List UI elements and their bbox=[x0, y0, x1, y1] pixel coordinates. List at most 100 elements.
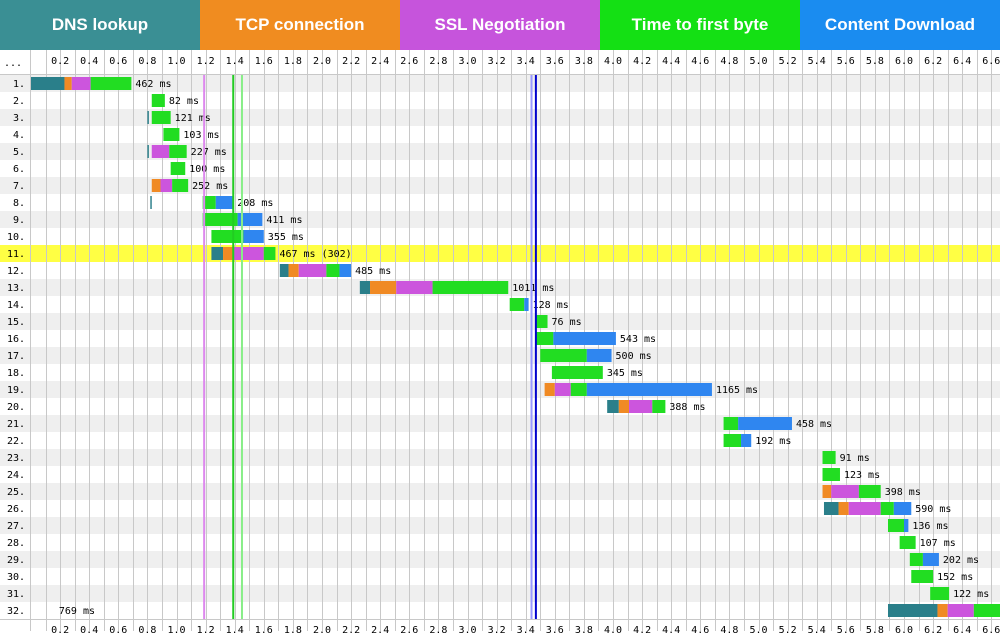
x-tick-label-top: 3.0 bbox=[458, 56, 476, 67]
row-label: 11. bbox=[7, 249, 25, 260]
x-tick-label-top: 5.8 bbox=[866, 56, 884, 67]
x-tick-label-bottom: 0.8 bbox=[138, 625, 156, 636]
bar-segment-dns bbox=[607, 400, 619, 413]
row-label: 13. bbox=[7, 283, 25, 294]
bar-segment-download bbox=[586, 349, 612, 362]
x-tick-label-bottom: 1.0 bbox=[167, 625, 185, 636]
waterfall-chart: 0.20.20.40.40.60.60.80.81.01.01.21.21.41… bbox=[0, 50, 1000, 636]
bar-segment-ttfb bbox=[432, 281, 509, 294]
x-tick-label-bottom: 6.0 bbox=[895, 625, 913, 636]
row-background bbox=[0, 177, 1000, 194]
bar-segment-ttfb bbox=[90, 77, 132, 90]
bar-segment-tcp bbox=[822, 485, 832, 498]
bar-segment-tcp bbox=[838, 502, 849, 515]
bar-segment-ttfb bbox=[723, 434, 742, 447]
row-background bbox=[0, 211, 1000, 228]
duration-label: 192 ms bbox=[755, 436, 791, 447]
duration-label: 543 ms bbox=[620, 334, 656, 345]
bar-segment-ttfb bbox=[535, 332, 554, 345]
row-label: 22. bbox=[7, 436, 25, 447]
row-background bbox=[0, 126, 1000, 143]
bar-segment-ttfb bbox=[899, 536, 916, 549]
bar-segment-ttfb bbox=[973, 604, 1000, 617]
duration-label: 769 ms bbox=[59, 606, 95, 617]
bar-segment-download bbox=[904, 519, 909, 532]
bar-segment-ttfb bbox=[151, 94, 165, 107]
duration-label: 252 ms bbox=[192, 181, 228, 192]
bar-segment-dns bbox=[147, 145, 149, 158]
row-background bbox=[0, 194, 1000, 211]
x-tick-label-bottom: 2.2 bbox=[342, 625, 360, 636]
x-tick-label-bottom: 0.6 bbox=[109, 625, 127, 636]
x-tick-label-top: 1.0 bbox=[167, 56, 185, 67]
duration-label: 123 ms bbox=[844, 470, 880, 481]
bar-segment-ssl bbox=[848, 502, 881, 515]
row-background bbox=[0, 364, 1000, 381]
bar-segment-ttfb bbox=[151, 111, 171, 124]
bar-segment-download bbox=[741, 434, 752, 447]
bar-segment-download bbox=[243, 230, 264, 243]
row-label: 25. bbox=[7, 487, 25, 498]
duration-label: 121 ms bbox=[175, 113, 211, 124]
bar-segment-dns bbox=[887, 604, 938, 617]
bar-segment-ssl bbox=[831, 485, 859, 498]
x-tick-label-top: 2.8 bbox=[429, 56, 447, 67]
x-tick-label-bottom: 6.4 bbox=[953, 625, 971, 636]
x-tick-label-bottom: 5.2 bbox=[779, 625, 797, 636]
bar-segment-download bbox=[553, 332, 616, 345]
duration-label: 1011 ms bbox=[512, 283, 554, 294]
row-label: 30. bbox=[7, 572, 25, 583]
x-tick-label-top: 2.2 bbox=[342, 56, 360, 67]
row-background bbox=[0, 432, 1000, 449]
bar-segment-ttfb bbox=[202, 196, 216, 209]
row-background bbox=[0, 551, 1000, 568]
duration-label: 100 ms bbox=[189, 164, 225, 175]
row-label: 19. bbox=[7, 385, 25, 396]
bar-segment-dns bbox=[211, 247, 224, 260]
x-tick-label-top: 6.4 bbox=[953, 56, 971, 67]
x-tick-label-bottom: 3.4 bbox=[517, 625, 535, 636]
legend-dns: DNS lookup bbox=[0, 0, 200, 50]
x-tick-label-top: 0.4 bbox=[80, 56, 98, 67]
bar-segment-dns bbox=[147, 111, 149, 124]
x-tick-label-bottom: 3.6 bbox=[546, 625, 564, 636]
x-tick-label-bottom: 4.8 bbox=[720, 625, 738, 636]
x-tick-label-bottom: 5.8 bbox=[866, 625, 884, 636]
row-label: 15. bbox=[7, 317, 25, 328]
row-label: 8. bbox=[13, 198, 25, 209]
row-label: 16. bbox=[7, 334, 25, 345]
row-background bbox=[0, 517, 1000, 534]
bar-segment-dns bbox=[359, 281, 371, 294]
bar-segment-ttfb bbox=[822, 468, 840, 481]
x-tick-label-top: 3.4 bbox=[517, 56, 535, 67]
bar-segment-download bbox=[237, 213, 263, 226]
bar-segment-ttfb bbox=[211, 230, 244, 243]
x-tick-label-bottom: 0.4 bbox=[80, 625, 98, 636]
x-tick-label-top: 3.2 bbox=[488, 56, 506, 67]
bar-segment-ttfb bbox=[326, 264, 340, 277]
bar-segment-tcp bbox=[618, 400, 630, 413]
row-label: 31. bbox=[7, 589, 25, 600]
row-label: 24. bbox=[7, 470, 25, 481]
bar-segment-ssl bbox=[71, 77, 91, 90]
bar-segment-tcp bbox=[288, 264, 299, 277]
x-tick-label-top: 6.6 bbox=[982, 56, 1000, 67]
duration-label: 152 ms bbox=[937, 572, 973, 583]
bar-segment-ssl bbox=[629, 400, 653, 413]
x-tick-label-bottom: 4.4 bbox=[662, 625, 680, 636]
row-label: 18. bbox=[7, 368, 25, 379]
x-tick-label-top: 5.6 bbox=[837, 56, 855, 67]
duration-label: 76 ms bbox=[552, 317, 582, 328]
row-background bbox=[0, 109, 1000, 126]
bar-segment-dns bbox=[150, 196, 152, 209]
bar-segment-ttfb bbox=[163, 128, 180, 141]
x-tick-label-top: 4.4 bbox=[662, 56, 680, 67]
bar-segment-ttfb bbox=[880, 502, 894, 515]
x-tick-label-bottom: 2.8 bbox=[429, 625, 447, 636]
bar-segment-download bbox=[339, 264, 352, 277]
bar-segment-ttfb bbox=[535, 315, 548, 328]
bar-segment-ttfb bbox=[570, 383, 587, 396]
header-corner: ... bbox=[4, 58, 22, 69]
row-label: 10. bbox=[7, 232, 25, 243]
row-label: 4. bbox=[13, 130, 25, 141]
